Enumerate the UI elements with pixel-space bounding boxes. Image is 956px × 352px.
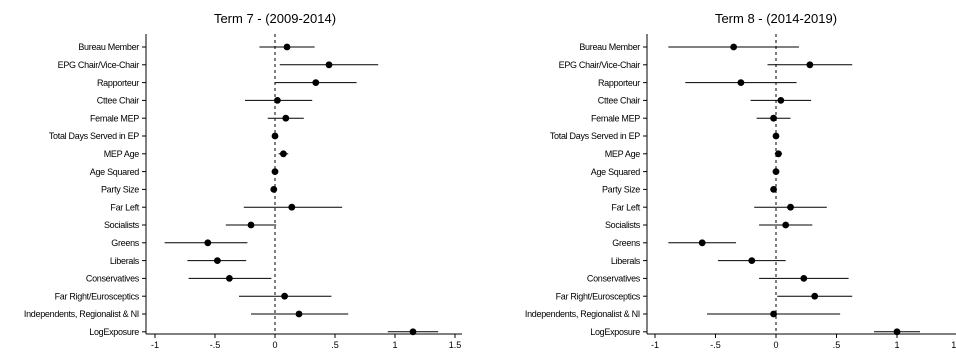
y-tick-label: Party Size bbox=[602, 185, 640, 195]
y-tick-label: Conservatives bbox=[86, 274, 140, 284]
point-estimate bbox=[226, 275, 233, 282]
x-tick-label: 1.5 bbox=[449, 340, 462, 350]
y-tick-label: EPG Chair/Vice-Chair bbox=[559, 60, 641, 70]
point-estimate bbox=[737, 79, 745, 86]
y-tick-label: LogExposure bbox=[89, 327, 139, 337]
y-tick-label: Greens bbox=[612, 238, 641, 248]
point-estimate bbox=[782, 221, 790, 229]
coef-plot-term-8: Term 8 - (2014-2019) -1 -.5 0 .5 1 1.5 Bureau … bbox=[525, 11, 956, 350]
point-estimate bbox=[777, 97, 785, 104]
point-estimate bbox=[282, 114, 290, 122]
y-tick-label: Independents, Regionalist & NI bbox=[525, 309, 640, 319]
y-tick-label: Independents, Regionalist & NI bbox=[24, 309, 139, 319]
coef-plot-term-7: Term 7 - (2009-2014) -1 -.5 0 .5 1 1.5 Bureau … bbox=[24, 11, 462, 350]
point-estimate bbox=[274, 97, 281, 104]
y-tick-label: MEP Age bbox=[605, 149, 641, 159]
x-tick-label: .5 bbox=[331, 340, 339, 350]
y-tick-label: Bureau Member bbox=[78, 42, 139, 52]
point-estimate bbox=[772, 168, 780, 176]
point-estimate bbox=[770, 310, 777, 318]
point-estimate bbox=[787, 203, 794, 211]
x-tick-label: -.5 bbox=[210, 340, 221, 350]
point-estimate bbox=[271, 132, 279, 140]
point-estimate bbox=[698, 239, 706, 247]
y-tick-label: Far Right/Eurosceptics bbox=[55, 291, 140, 301]
point-estimate bbox=[281, 292, 288, 300]
point-estimate bbox=[247, 221, 255, 229]
point-estimate bbox=[770, 114, 777, 122]
y-tick-label: Far Left bbox=[611, 202, 640, 212]
y-tick-label: Liberals bbox=[611, 256, 641, 266]
y-tick-label: Party Size bbox=[101, 185, 139, 195]
y-tick-label: Total Days Served in EP bbox=[49, 131, 139, 141]
point-estimate bbox=[270, 186, 278, 193]
point-estimate bbox=[325, 61, 333, 69]
y-tick-label: Conservatives bbox=[587, 274, 641, 284]
x-tick-label: 1.5 bbox=[951, 340, 956, 350]
y-tick-label: Far Right/Eurosceptics bbox=[556, 291, 641, 301]
y-tick-label: Age Squared bbox=[90, 167, 140, 177]
point-estimate bbox=[295, 310, 303, 318]
y-tick-label: Rapporteur bbox=[97, 78, 139, 88]
y-tick-label: Age Squared bbox=[591, 167, 641, 177]
y-tick-label: Cttee Chair bbox=[97, 96, 140, 106]
x-tick-label: -.5 bbox=[710, 340, 721, 350]
x-tick-label: -1 bbox=[151, 340, 159, 350]
point-estimate bbox=[271, 168, 279, 176]
point-estimate bbox=[748, 257, 756, 264]
point-estimate bbox=[893, 328, 901, 336]
point-estimate bbox=[409, 328, 417, 336]
y-tick-label: Total Days Served in EP bbox=[550, 131, 640, 141]
y-tick-label: LogExposure bbox=[590, 327, 640, 337]
point-estimate bbox=[772, 132, 780, 140]
point-estimate bbox=[312, 79, 320, 86]
x-tick-label: 0 bbox=[773, 340, 778, 350]
x-tick-label: 0 bbox=[272, 340, 277, 350]
y-tick-label: Cttee Chair bbox=[598, 96, 641, 106]
point-estimate bbox=[800, 275, 808, 282]
y-tick-label: Rapporteur bbox=[598, 78, 640, 88]
y-tick-label: MEP Age bbox=[104, 149, 140, 159]
point-estimate bbox=[288, 203, 296, 211]
x-tick-label: .5 bbox=[833, 340, 841, 350]
point-estimate bbox=[280, 150, 287, 158]
y-tick-label: Bureau Member bbox=[579, 42, 640, 52]
y-tick-label: Socialists bbox=[605, 220, 641, 230]
y-tick-label: Far Left bbox=[110, 202, 139, 212]
point-estimate bbox=[806, 61, 814, 69]
x-tick-label: -1 bbox=[651, 340, 659, 350]
x-tick-label: 1 bbox=[894, 340, 899, 350]
point-estimate bbox=[214, 257, 221, 264]
x-tick-label: 1 bbox=[392, 340, 397, 350]
y-tick-label: Greens bbox=[111, 238, 140, 248]
point-estimate bbox=[770, 186, 777, 193]
y-tick-label: Socialists bbox=[104, 220, 140, 230]
y-tick-label: EPG Chair/Vice-Chair bbox=[58, 60, 140, 70]
y-tick-label: Liberals bbox=[110, 256, 140, 266]
y-tick-label: Female MEP bbox=[591, 113, 640, 123]
point-estimate bbox=[775, 150, 782, 158]
y-tick-label: Female MEP bbox=[90, 113, 139, 123]
point-estimate bbox=[811, 292, 819, 300]
chart-title: Term 8 - (2014-2019) bbox=[715, 11, 837, 26]
point-estimate bbox=[730, 43, 738, 51]
point-estimate bbox=[283, 43, 291, 51]
point-estimate bbox=[204, 239, 212, 247]
chart-title: Term 7 - (2009-2014) bbox=[214, 11, 336, 26]
